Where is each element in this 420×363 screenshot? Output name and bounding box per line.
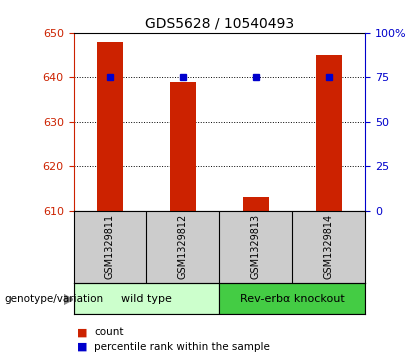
Text: count: count (94, 327, 124, 337)
Text: ■: ■ (77, 342, 87, 352)
Bar (220, 283, 365, 314)
Text: genotype/variation: genotype/variation (4, 294, 103, 305)
Text: wild type: wild type (121, 294, 172, 303)
Bar (74, 283, 220, 314)
Bar (316, 55, 342, 211)
Bar (97, 41, 123, 211)
Text: Rev-erbα knockout: Rev-erbα knockout (240, 294, 345, 303)
Text: GSM1329814: GSM1329814 (324, 214, 334, 280)
Text: percentile rank within the sample: percentile rank within the sample (94, 342, 270, 352)
Text: GSM1329813: GSM1329813 (251, 214, 261, 280)
Text: ■: ■ (77, 327, 87, 337)
Bar (243, 197, 269, 211)
Title: GDS5628 / 10540493: GDS5628 / 10540493 (145, 16, 294, 30)
Polygon shape (64, 294, 73, 305)
Bar (170, 82, 196, 211)
Text: GSM1329811: GSM1329811 (105, 214, 115, 280)
Text: GSM1329812: GSM1329812 (178, 214, 188, 280)
